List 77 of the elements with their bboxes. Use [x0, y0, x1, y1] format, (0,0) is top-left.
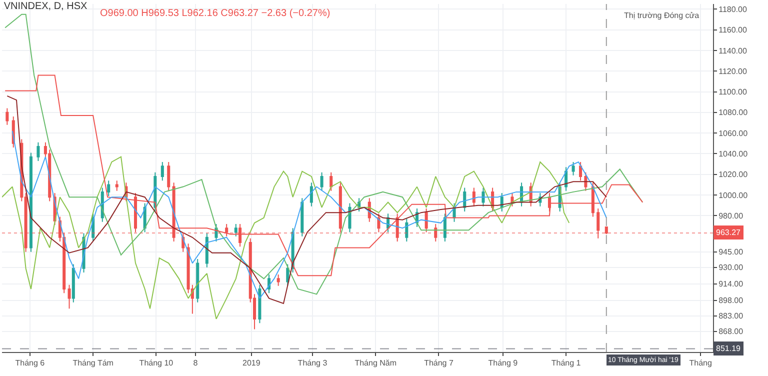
line-series: [12, 130, 607, 299]
x-tick-label: Tháng 10: [139, 358, 174, 368]
candlestick: [604, 226, 608, 235]
candlestick: [320, 172, 324, 192]
candlestick: [463, 187, 466, 212]
x-tick-label: Tháng Năm: [354, 358, 397, 368]
candlestick: [172, 182, 176, 242]
candlestick: [134, 192, 138, 233]
candlestick: [510, 192, 514, 207]
line-series: [2, 156, 570, 320]
y-tick-label: 898.00: [718, 296, 744, 306]
x-tick-label: Tháng Tám: [72, 358, 114, 368]
y-tick-label: 980.00: [718, 211, 744, 220]
y-tick-label: 1160.00: [718, 26, 748, 35]
candlestick: [443, 213, 446, 242]
candlestick: [579, 161, 582, 182]
y-tick-label: 1100.00: [718, 88, 748, 97]
candlestick: [572, 161, 575, 176]
line-series: [4, 74, 644, 276]
x-tick-label: Tháng 3: [298, 358, 328, 368]
ref-line-label: 851.19: [716, 344, 742, 353]
candlestick: [310, 182, 313, 207]
chart-subtitle: O969.00 H969.53 L962.16 C963.27 −2.63 (−0.27%): [100, 8, 330, 19]
candlestick: [68, 284, 71, 310]
candlestick: [424, 208, 428, 233]
annotation: Thị trường Đóng cửa: [624, 11, 700, 20]
candlestick: [434, 223, 438, 242]
candlestick: [36, 142, 40, 162]
chart-title: VNINDEX, D, HSX: [4, 0, 88, 12]
candlestick: [330, 172, 333, 192]
y-tick-label: 914.00: [718, 280, 744, 289]
x-tick-label: Tháng 6: [15, 358, 46, 368]
x-tick-label: Tháng: [689, 358, 712, 368]
candlestick: [591, 182, 594, 218]
candlestick: [238, 223, 242, 248]
line-series: [6, 95, 607, 304]
candlestick: [72, 264, 75, 303]
y-tick-label: 1120.00: [718, 66, 748, 76]
candlestick: [405, 218, 408, 242]
y-tick-label: 1000.00: [718, 190, 748, 200]
y-tick-label: 868.00: [718, 327, 744, 336]
candlestick: [6, 108, 9, 126]
candlestick: [584, 172, 588, 192]
y-tick-label: 930.00: [718, 263, 744, 272]
y-tick-label: 945.00: [718, 248, 744, 257]
candlestick: [225, 223, 228, 237]
y-tick-label: 1080.00: [718, 108, 748, 118]
candlestick: [500, 192, 504, 212]
candlestick: [338, 182, 342, 233]
y-tick-label: 1040.00: [718, 150, 748, 159]
x-tick-label: Tháng 1: [551, 358, 582, 368]
y-tick-label: 883.00: [718, 312, 744, 321]
candlestick: [167, 161, 170, 192]
x-tick-label: Tháng 9: [488, 358, 518, 368]
candlestick: [115, 180, 118, 192]
ref-line-label: 963.27: [716, 228, 742, 237]
candlestick: [276, 274, 280, 286]
x-tick-label: 8: [193, 358, 198, 368]
candlestick: [596, 208, 600, 239]
candlestick: [160, 161, 164, 182]
candlestick: [234, 223, 238, 237]
candlestick: [29, 152, 32, 252]
x-tick-label: Tháng 7: [424, 358, 454, 368]
candlestick: [482, 187, 485, 207]
candlestick: [196, 258, 200, 303]
candlestick: [107, 180, 110, 197]
candlestick: [300, 198, 304, 237]
y-tick-label: 1060.00: [718, 128, 748, 138]
candlestick: [205, 232, 208, 268]
x-tick-label: 2019: [242, 358, 261, 368]
candlestick: [258, 284, 262, 324]
candlestick: [377, 213, 380, 233]
candlestick: [396, 213, 399, 242]
y-tick-label: 1140.00: [718, 46, 748, 56]
candlestick: [472, 187, 476, 207]
y-tick-label: 1020.00: [718, 170, 748, 180]
y-tick-label: 1180.00: [718, 4, 748, 14]
